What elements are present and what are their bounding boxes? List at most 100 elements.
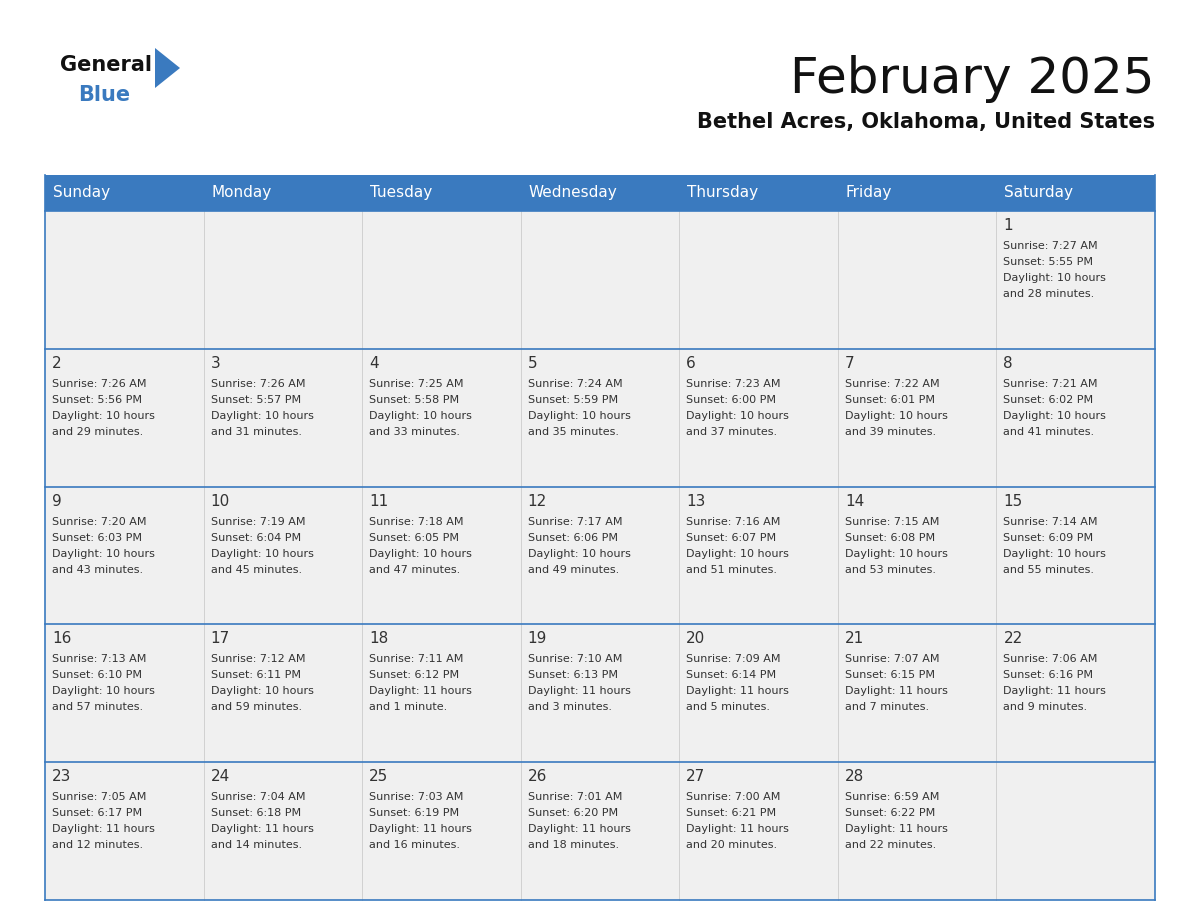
Text: Sunrise: 7:22 AM: Sunrise: 7:22 AM (845, 379, 940, 389)
Bar (203, 349, 362, 487)
Polygon shape (154, 48, 181, 88)
Text: Daylight: 10 hours: Daylight: 10 hours (527, 410, 631, 420)
Text: Sunset: 5:56 PM: Sunset: 5:56 PM (52, 395, 143, 405)
Text: Sunset: 5:59 PM: Sunset: 5:59 PM (527, 395, 618, 405)
Text: Sunset: 6:13 PM: Sunset: 6:13 PM (527, 670, 618, 680)
Text: February 2025: February 2025 (790, 55, 1155, 103)
Text: Daylight: 11 hours: Daylight: 11 hours (369, 687, 472, 697)
Bar (997, 349, 1155, 487)
Text: 26: 26 (527, 769, 548, 784)
Text: Sunset: 6:08 PM: Sunset: 6:08 PM (845, 532, 935, 543)
Text: and 33 minutes.: and 33 minutes. (369, 427, 460, 437)
Text: 23: 23 (52, 769, 71, 784)
Text: Daylight: 10 hours: Daylight: 10 hours (369, 549, 472, 558)
Text: Sunrise: 7:11 AM: Sunrise: 7:11 AM (369, 655, 463, 665)
Text: Sunrise: 7:15 AM: Sunrise: 7:15 AM (845, 517, 940, 527)
Text: Sunset: 6:00 PM: Sunset: 6:00 PM (687, 395, 776, 405)
Text: 8: 8 (1004, 356, 1013, 371)
Text: Sunrise: 7:19 AM: Sunrise: 7:19 AM (210, 517, 305, 527)
Text: Sunrise: 7:16 AM: Sunrise: 7:16 AM (687, 517, 781, 527)
Bar (362, 211, 520, 349)
Bar (45, 211, 203, 349)
Text: and 12 minutes.: and 12 minutes. (52, 840, 143, 850)
Text: 7: 7 (845, 356, 854, 371)
Bar (680, 487, 838, 624)
Text: Daylight: 11 hours: Daylight: 11 hours (845, 687, 948, 697)
Text: Daylight: 10 hours: Daylight: 10 hours (210, 549, 314, 558)
Bar (203, 762, 362, 900)
Bar (838, 624, 997, 762)
Text: and 35 minutes.: and 35 minutes. (527, 427, 619, 437)
Bar (203, 487, 362, 624)
Text: Bethel Acres, Oklahoma, United States: Bethel Acres, Oklahoma, United States (697, 112, 1155, 132)
Text: Thursday: Thursday (688, 185, 758, 200)
Text: Blue: Blue (78, 85, 131, 105)
Text: Friday: Friday (846, 185, 892, 200)
Text: Sunrise: 7:27 AM: Sunrise: 7:27 AM (1004, 241, 1098, 251)
Text: Sunset: 5:58 PM: Sunset: 5:58 PM (369, 395, 460, 405)
Bar (520, 487, 680, 624)
Text: Sunrise: 7:23 AM: Sunrise: 7:23 AM (687, 379, 781, 389)
Text: and 29 minutes.: and 29 minutes. (52, 427, 144, 437)
Text: Tuesday: Tuesday (371, 185, 432, 200)
Text: Daylight: 11 hours: Daylight: 11 hours (527, 824, 631, 834)
Text: Sunset: 5:55 PM: Sunset: 5:55 PM (1004, 257, 1093, 267)
Bar (838, 211, 997, 349)
Text: Sunrise: 7:24 AM: Sunrise: 7:24 AM (527, 379, 623, 389)
Text: General: General (61, 55, 152, 75)
Bar (362, 349, 520, 487)
Bar (520, 762, 680, 900)
Bar (997, 624, 1155, 762)
Text: and 22 minutes.: and 22 minutes. (845, 840, 936, 850)
Text: Sunday: Sunday (53, 185, 110, 200)
Text: Sunset: 6:14 PM: Sunset: 6:14 PM (687, 670, 777, 680)
Bar (362, 624, 520, 762)
Text: and 45 minutes.: and 45 minutes. (210, 565, 302, 575)
Text: 17: 17 (210, 632, 229, 646)
Text: and 37 minutes.: and 37 minutes. (687, 427, 777, 437)
Text: Sunrise: 7:06 AM: Sunrise: 7:06 AM (1004, 655, 1098, 665)
Text: and 18 minutes.: and 18 minutes. (527, 840, 619, 850)
Bar (680, 349, 838, 487)
Text: Daylight: 10 hours: Daylight: 10 hours (845, 549, 948, 558)
Text: Sunset: 6:20 PM: Sunset: 6:20 PM (527, 808, 618, 818)
Bar (362, 487, 520, 624)
Bar (838, 487, 997, 624)
Text: Daylight: 10 hours: Daylight: 10 hours (1004, 549, 1106, 558)
Bar (45, 762, 203, 900)
Text: Sunset: 6:09 PM: Sunset: 6:09 PM (1004, 532, 1093, 543)
Bar (997, 487, 1155, 624)
Text: Daylight: 10 hours: Daylight: 10 hours (527, 549, 631, 558)
Text: Sunset: 6:06 PM: Sunset: 6:06 PM (527, 532, 618, 543)
Bar (838, 349, 997, 487)
Text: and 28 minutes.: and 28 minutes. (1004, 289, 1094, 299)
Text: Daylight: 11 hours: Daylight: 11 hours (527, 687, 631, 697)
Text: Monday: Monday (211, 185, 272, 200)
Text: Daylight: 11 hours: Daylight: 11 hours (845, 824, 948, 834)
Text: Sunset: 6:16 PM: Sunset: 6:16 PM (1004, 670, 1093, 680)
Text: and 39 minutes.: and 39 minutes. (845, 427, 936, 437)
Bar (45, 175, 1155, 211)
Text: and 55 minutes.: and 55 minutes. (1004, 565, 1094, 575)
Text: and 9 minutes.: and 9 minutes. (1004, 702, 1087, 712)
Text: Sunrise: 7:05 AM: Sunrise: 7:05 AM (52, 792, 146, 802)
Text: Sunrise: 7:26 AM: Sunrise: 7:26 AM (52, 379, 146, 389)
Text: Daylight: 10 hours: Daylight: 10 hours (845, 410, 948, 420)
Text: Sunset: 6:10 PM: Sunset: 6:10 PM (52, 670, 143, 680)
Text: Sunset: 6:04 PM: Sunset: 6:04 PM (210, 532, 301, 543)
Text: 28: 28 (845, 769, 864, 784)
Bar (520, 624, 680, 762)
Text: Sunrise: 7:25 AM: Sunrise: 7:25 AM (369, 379, 463, 389)
Text: 22: 22 (1004, 632, 1023, 646)
Text: Sunset: 6:07 PM: Sunset: 6:07 PM (687, 532, 777, 543)
Text: 11: 11 (369, 494, 388, 509)
Text: Sunrise: 7:10 AM: Sunrise: 7:10 AM (527, 655, 623, 665)
Text: Sunrise: 7:21 AM: Sunrise: 7:21 AM (1004, 379, 1098, 389)
Text: 3: 3 (210, 356, 220, 371)
Text: Sunset: 6:18 PM: Sunset: 6:18 PM (210, 808, 301, 818)
Text: Daylight: 11 hours: Daylight: 11 hours (687, 687, 789, 697)
Bar (680, 624, 838, 762)
Bar (520, 211, 680, 349)
Text: and 41 minutes.: and 41 minutes. (1004, 427, 1094, 437)
Bar (838, 762, 997, 900)
